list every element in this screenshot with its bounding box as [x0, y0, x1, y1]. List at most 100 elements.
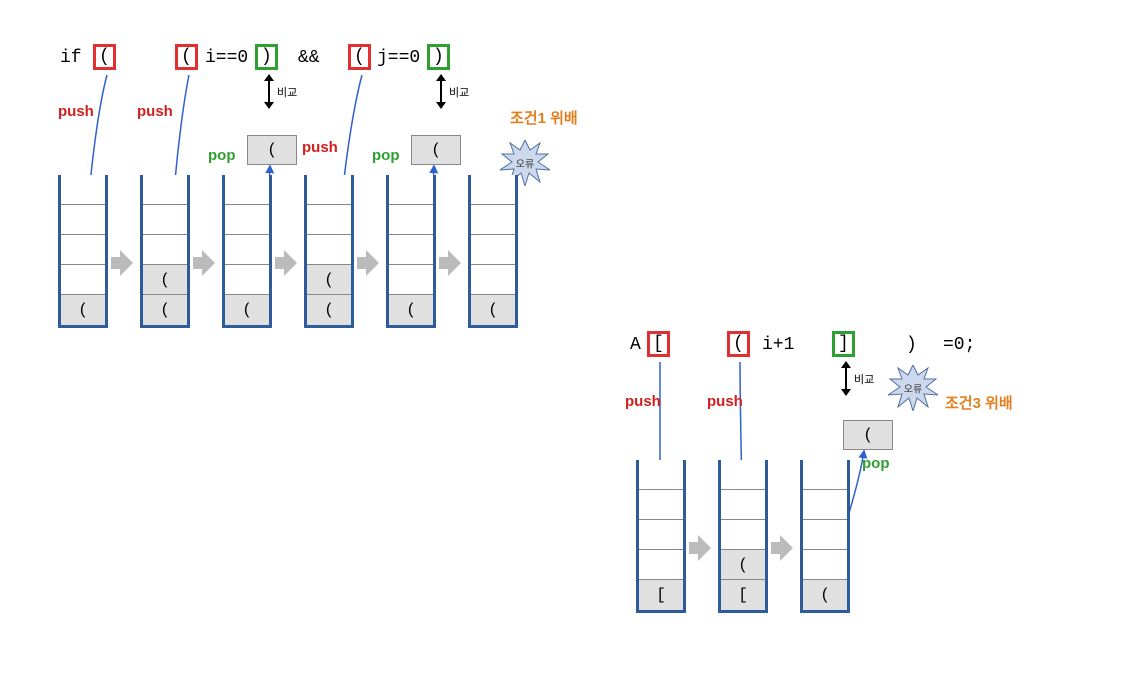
box-br-3: ]: [832, 331, 855, 357]
dbl-arrow-1: [268, 80, 270, 103]
txt: ): [433, 47, 444, 67]
label-violation2: 조건3 위배: [945, 392, 1013, 413]
step-arrow: [366, 250, 379, 276]
expr-A: A: [630, 335, 641, 355]
stack: ((: [140, 175, 190, 328]
burst-error-2: 오류: [888, 365, 938, 411]
stack-cell: (: [389, 295, 433, 325]
label-pop2: pop: [372, 147, 400, 164]
label-pop-b1: pop: [862, 455, 890, 472]
stack-cell: [225, 235, 269, 265]
stack-cell: [61, 265, 105, 295]
stack: (: [58, 175, 108, 328]
stack-cell: (: [225, 295, 269, 325]
popped-cell: (: [247, 135, 297, 165]
stack-cell: [389, 265, 433, 295]
stack-cell: [639, 550, 683, 580]
box-paren-3: ): [255, 44, 278, 70]
stack-cell: [143, 175, 187, 205]
txt: j==0: [377, 48, 420, 68]
txt: if: [60, 48, 82, 68]
stack-cell: [61, 175, 105, 205]
stack-cell: [721, 490, 765, 520]
expr-eq: =0;: [943, 335, 975, 355]
step-arrow: [780, 535, 793, 561]
stack-cell: [389, 175, 433, 205]
box-paren-2: (: [175, 44, 198, 70]
stack-cell: (: [803, 580, 847, 610]
box-paren-4: (: [348, 44, 371, 70]
stack-cell: [471, 265, 515, 295]
label-pop1: pop: [208, 147, 236, 164]
stack: ([: [718, 460, 768, 613]
txt: ): [906, 335, 917, 355]
stack-cell: [307, 205, 351, 235]
expr-rp: ): [906, 335, 917, 355]
stack-cell: [307, 235, 351, 265]
stack-cell: [803, 460, 847, 490]
stack: [: [636, 460, 686, 613]
stack-cell: [: [639, 580, 683, 610]
stack-cell: (: [307, 295, 351, 325]
stack-cell: [389, 235, 433, 265]
stack: (: [222, 175, 272, 328]
stack-cell: [639, 460, 683, 490]
label-push1: push: [58, 103, 94, 120]
expr-jeq: j==0: [377, 48, 420, 68]
stack-cell: [61, 235, 105, 265]
txt: (: [99, 47, 110, 67]
box-paren-1: (: [93, 44, 116, 70]
step-arrow: [202, 250, 215, 276]
stack-cell: [721, 460, 765, 490]
txt: &&: [298, 48, 320, 68]
txt: (: [354, 47, 365, 67]
stack-cell: [143, 235, 187, 265]
stack: (: [386, 175, 436, 328]
stack-cell: [225, 205, 269, 235]
stack: (: [800, 460, 850, 613]
txt: ]: [838, 334, 849, 354]
stack: ((: [304, 175, 354, 328]
expr-amp: &&: [298, 48, 320, 68]
stack-cell: [803, 520, 847, 550]
stack-cell: [803, 550, 847, 580]
box-paren-5: ): [427, 44, 450, 70]
step-arrow: [284, 250, 297, 276]
dbl-arrow-2: [440, 80, 442, 103]
burst-text: 오류: [516, 156, 534, 171]
label-cmp3: 비교: [854, 371, 874, 387]
label-cmp1: 비교: [277, 84, 297, 100]
stack-cell: [639, 490, 683, 520]
burst-text: 오류: [904, 381, 922, 396]
step-arrow: [448, 250, 461, 276]
stack-cell: [471, 205, 515, 235]
stack-cell: (: [143, 295, 187, 325]
label-violation1: 조건1 위배: [510, 107, 578, 128]
txt: (: [181, 47, 192, 67]
stack-cell: (: [143, 265, 187, 295]
expr-if: if: [60, 48, 82, 68]
box-br-2: (: [727, 331, 750, 357]
popped-cell: (: [843, 420, 893, 450]
stack-cell: (: [307, 265, 351, 295]
txt: [: [653, 334, 664, 354]
stack-cell: [61, 205, 105, 235]
txt: A: [630, 335, 641, 355]
stack-cell: [471, 235, 515, 265]
stack-cell: (: [471, 295, 515, 325]
step-arrow: [120, 250, 133, 276]
stack-cell: [225, 265, 269, 295]
label-cmp2: 비교: [449, 84, 469, 100]
popped-cell: (: [411, 135, 461, 165]
stack-cell: [389, 205, 433, 235]
txt: =0;: [943, 335, 975, 355]
stack-cell: [307, 175, 351, 205]
stack-cell: [: [721, 580, 765, 610]
label-push3: push: [302, 139, 338, 156]
txt: i+1: [762, 335, 794, 355]
txt: ): [261, 47, 272, 67]
step-arrow: [698, 535, 711, 561]
stack-cell: [721, 520, 765, 550]
box-br-1: [: [647, 331, 670, 357]
label-push-b2: push: [707, 393, 743, 410]
